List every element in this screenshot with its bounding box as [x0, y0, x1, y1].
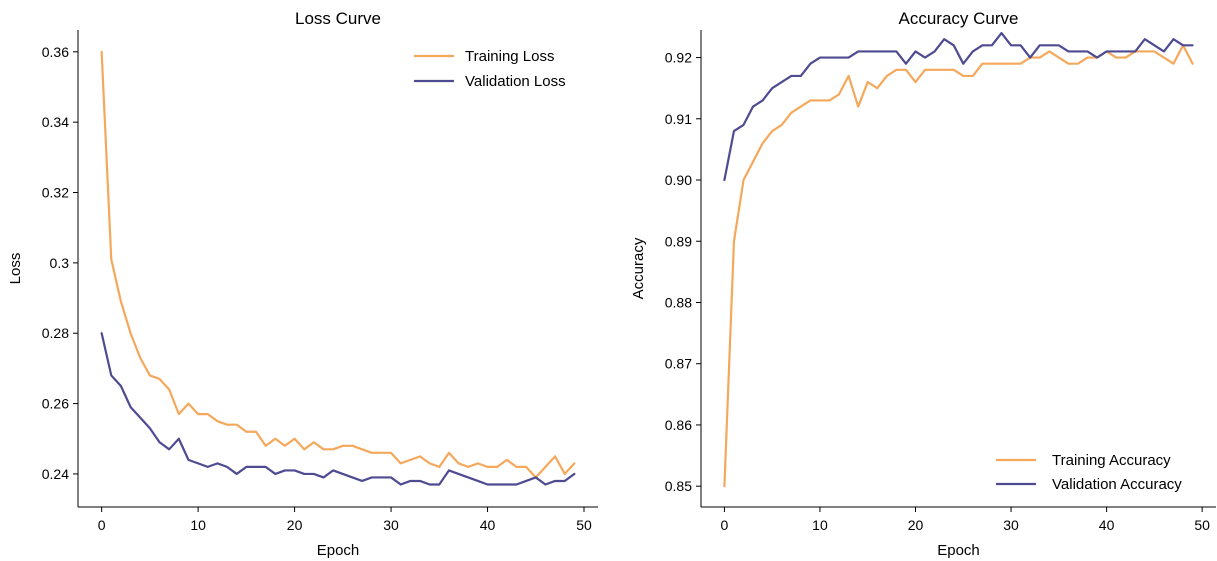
accuracy-x-tick-label: 20 — [908, 517, 924, 533]
loss-y-tick-label: 0.26 — [42, 396, 69, 412]
accuracy-x-axis-title: Epoch — [937, 542, 980, 559]
loss-y-tick-label: 0.32 — [42, 185, 69, 201]
accuracy-x-tick-label: 10 — [812, 517, 828, 533]
loss-x-tick-label: 50 — [576, 517, 592, 533]
accuracy-x-tick-label: 50 — [1194, 517, 1210, 533]
accuracy-legend-label: Training Accuracy — [1052, 452, 1171, 469]
loss-x-tick-label: 30 — [383, 517, 399, 533]
accuracy-y-tick-label: 0.92 — [665, 50, 692, 66]
loss-x-tick-label: 20 — [287, 517, 303, 533]
accuracy-y-tick-label: 0.88 — [665, 294, 692, 310]
accuracy-y-tick-label: 0.87 — [665, 356, 692, 372]
accuracy-x-tick-label: 30 — [1003, 517, 1019, 533]
accuracy-y-tick-label: 0.90 — [665, 172, 692, 188]
accuracy-y-tick-label: 0.89 — [665, 233, 692, 249]
accuracy-y-tick-label: 0.85 — [665, 478, 692, 494]
accuracy-x-tick-label: 0 — [721, 517, 729, 533]
loss-y-tick-label: 0.28 — [42, 325, 69, 341]
loss-legend-label: Training Loss — [465, 48, 555, 65]
loss-series-line-training — [100, 50, 576, 479]
loss-y-axis-title: Loss — [7, 253, 24, 285]
accuracy-y-tick-label: 0.86 — [665, 417, 692, 433]
accuracy-x-tick-label: 40 — [1099, 517, 1115, 533]
loss-x-tick-label: 0 — [98, 517, 106, 533]
loss-y-tick-label: 0.24 — [42, 466, 69, 482]
accuracy-series-line-training — [723, 44, 1194, 488]
loss-y-tick-label: 0.34 — [42, 114, 69, 130]
accuracy-y-axis-title: Accuracy — [630, 237, 647, 299]
loss-y-tick-label: 0.3 — [50, 255, 70, 271]
loss-y-tick-label: 0.36 — [42, 44, 69, 60]
loss-x-tick-label: 40 — [480, 517, 496, 533]
loss-x-axis-title: Epoch — [317, 542, 360, 559]
accuracy-series-line-validation — [723, 31, 1194, 182]
loss-chart-title: Loss Curve — [295, 9, 381, 28]
loss-x-tick-label: 10 — [190, 517, 206, 533]
accuracy-y-tick-label: 0.91 — [665, 111, 692, 127]
loss-legend-label: Validation Loss — [465, 73, 566, 90]
accuracy-chart-title: Accuracy Curve — [899, 9, 1019, 28]
accuracy-legend-label: Validation Accuracy — [1052, 476, 1182, 493]
loss-series-line-validation — [100, 332, 576, 486]
